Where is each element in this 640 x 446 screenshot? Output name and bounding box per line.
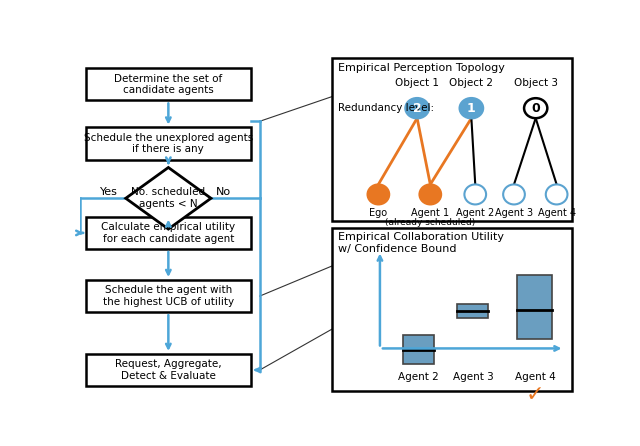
Bar — [86, 354, 250, 386]
Ellipse shape — [465, 184, 486, 204]
Bar — [458, 304, 488, 318]
Text: Determine the set of
candidate agents: Determine the set of candidate agents — [114, 74, 223, 95]
Text: Yes: Yes — [100, 187, 118, 197]
Text: Empirical Collaboration Utility: Empirical Collaboration Utility — [338, 232, 504, 242]
Text: 0: 0 — [531, 102, 540, 115]
Text: Schedule the unexplored agents
if there is any: Schedule the unexplored agents if there … — [84, 133, 253, 154]
Text: 1: 1 — [467, 102, 476, 115]
Bar — [86, 280, 250, 312]
Bar — [403, 334, 434, 364]
Text: Request, Aggregate,
Detect & Evaluate: Request, Aggregate, Detect & Evaluate — [115, 359, 221, 381]
Bar — [86, 128, 250, 160]
Text: No: No — [216, 187, 231, 197]
Text: ✓: ✓ — [525, 385, 544, 405]
Text: (already scheduled): (already scheduled) — [385, 218, 476, 227]
Text: Object 2: Object 2 — [449, 78, 493, 88]
Text: Agent 2: Agent 2 — [398, 372, 439, 381]
Text: Agent 3: Agent 3 — [495, 208, 533, 218]
Ellipse shape — [406, 98, 429, 118]
Ellipse shape — [419, 184, 441, 204]
Text: Agent 1: Agent 1 — [412, 208, 449, 218]
Polygon shape — [125, 168, 211, 229]
Bar — [86, 68, 250, 100]
Text: Empirical Perception Topology: Empirical Perception Topology — [338, 63, 505, 73]
Ellipse shape — [546, 184, 568, 204]
Text: No. scheduled
agents < N: No. scheduled agents < N — [131, 187, 205, 209]
Text: w/ Confidence Bound: w/ Confidence Bound — [338, 244, 456, 255]
Text: Object 3: Object 3 — [514, 78, 557, 88]
Text: Redundancy level:: Redundancy level: — [338, 103, 434, 113]
Text: Ego: Ego — [369, 208, 387, 218]
Text: Agent 3: Agent 3 — [452, 372, 493, 381]
Bar — [86, 217, 250, 249]
Text: 2: 2 — [413, 102, 422, 115]
Text: Schedule the agent with
the highest UCB of utility: Schedule the agent with the highest UCB … — [103, 285, 234, 307]
Text: Agent 4: Agent 4 — [515, 372, 556, 381]
Ellipse shape — [524, 98, 547, 118]
Ellipse shape — [460, 98, 483, 118]
Text: Calculate empirical utility
for each candidate agent: Calculate empirical utility for each can… — [101, 222, 236, 244]
Bar — [518, 275, 552, 339]
Text: Agent 2: Agent 2 — [456, 208, 494, 218]
Bar — [332, 58, 572, 221]
Ellipse shape — [367, 184, 389, 204]
Ellipse shape — [503, 184, 525, 204]
Text: Agent 4: Agent 4 — [538, 208, 576, 218]
Bar — [332, 227, 572, 391]
Text: Object 1: Object 1 — [395, 78, 439, 88]
